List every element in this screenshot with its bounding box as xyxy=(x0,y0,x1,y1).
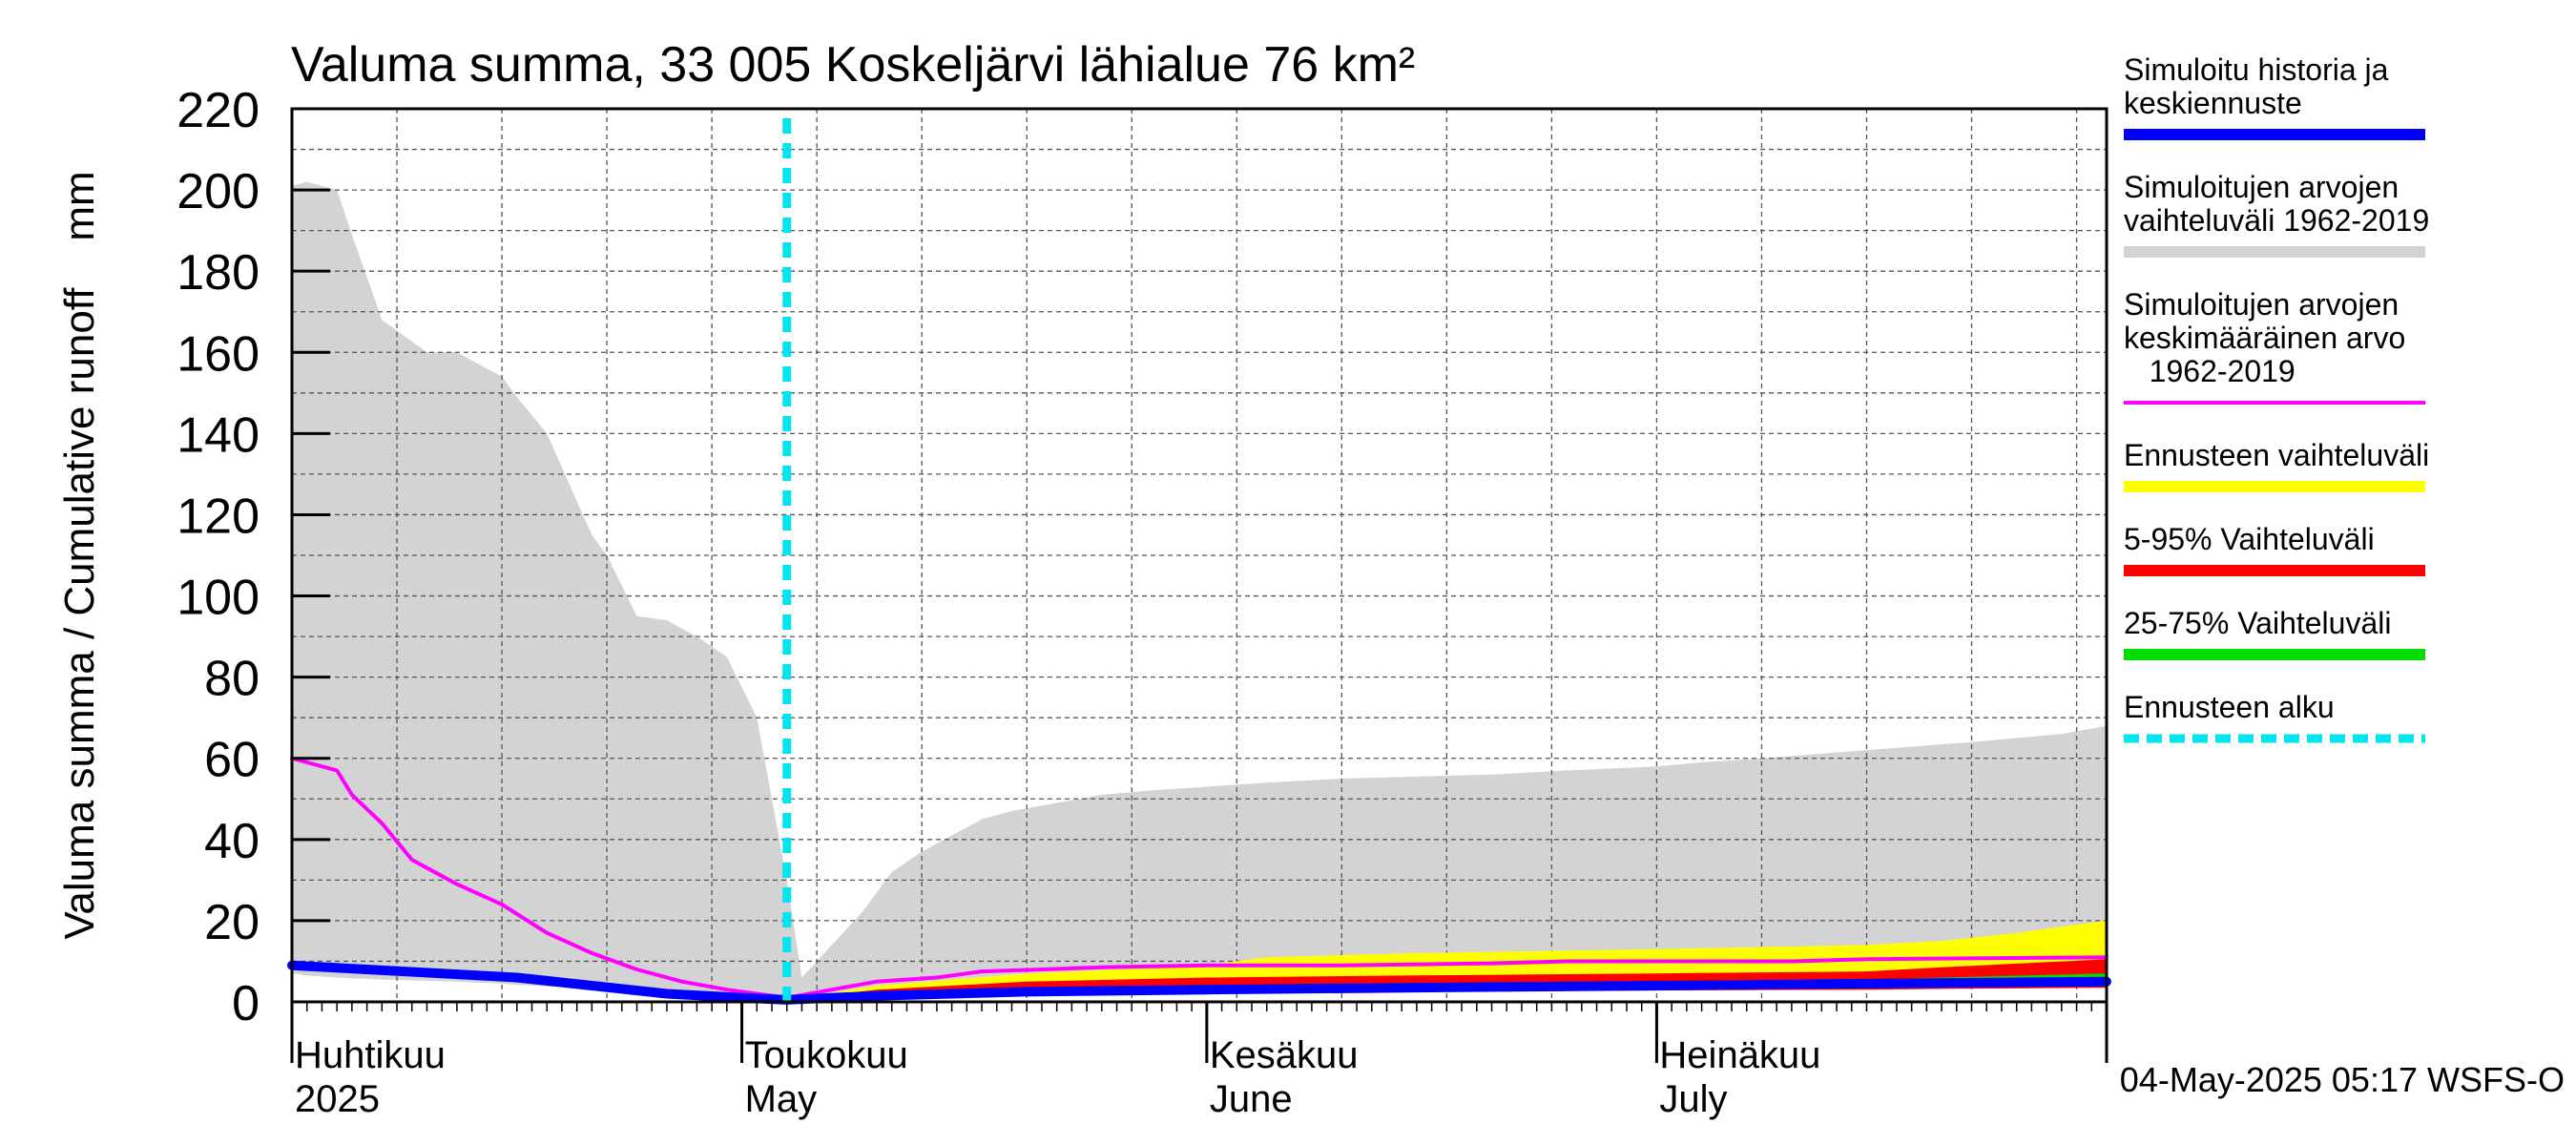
y-tick-label: 100 xyxy=(177,571,260,626)
x-year-label: June xyxy=(1210,1078,1293,1120)
chart-title: Valuma summa, 33 005 Koskeljärvi lähialu… xyxy=(291,37,1415,93)
x-month-label: Kesäkuu xyxy=(1210,1034,1359,1076)
legend-label: Ennusteen alku xyxy=(2124,690,2335,724)
y-tick-label: 220 xyxy=(177,83,260,138)
plot-area xyxy=(287,109,2111,1005)
y-tick-label: 80 xyxy=(204,652,260,707)
legend-label: Simuloitujen arvojen xyxy=(2124,287,2399,322)
x-month-label: Toukokuu xyxy=(745,1034,908,1076)
y-tick-label: 180 xyxy=(177,245,260,301)
y-tick-label: 200 xyxy=(177,164,260,219)
y-tick-label: 60 xyxy=(204,733,260,788)
y-tick-label: 120 xyxy=(177,489,260,544)
x-month-label: Heinäkuu xyxy=(1659,1034,1820,1076)
legend-label: Simuloitujen arvojen xyxy=(2124,170,2399,204)
forecast-median-line xyxy=(781,976,2111,1005)
y-tick-label: 160 xyxy=(177,326,260,382)
y-tick-label: 40 xyxy=(204,814,260,869)
x-year-label: 2025 xyxy=(295,1078,380,1120)
axes: 0 20 40 60 80 100 120 140 160 180 200 220 Huhtikuu20… xyxy=(177,83,2109,1120)
y-axis-label: Valuma summa / Cumulative runoff mm xyxy=(56,171,103,939)
mean-1962-2019-line xyxy=(290,756,2109,1000)
legend-label: 25-75% Vaihteluväli xyxy=(2124,606,2391,640)
legend-label: 1962-2019 xyxy=(2124,354,2296,388)
timestamp: 04-May-2025 05:17 WSFS-O xyxy=(2120,1060,2565,1099)
x-year-label: May xyxy=(745,1078,818,1120)
plot-frame xyxy=(290,107,2109,1004)
legend-label: keskimääräinen arvo xyxy=(2124,321,2405,355)
simulated-history-line xyxy=(287,960,792,1005)
y-tick-label: 20 xyxy=(204,895,260,950)
x-year-label: July xyxy=(1659,1078,1727,1120)
legend-label: keskiennuste xyxy=(2124,86,2302,120)
legend-label: vaihteluväli 1962-2019 xyxy=(2124,203,2429,238)
legend-label: Ennusteen vaihteluväli xyxy=(2124,438,2429,472)
y-tick-label: 0 xyxy=(232,976,260,1031)
y-tick-label: 140 xyxy=(177,407,260,463)
range-1962-2019-band xyxy=(292,181,2107,1001)
legend-label: 5-95% Vaihteluväli xyxy=(2124,522,2375,556)
x-month-label: Huhtikuu xyxy=(295,1034,446,1076)
legend-label: Simuloitu historia ja xyxy=(2124,52,2389,87)
